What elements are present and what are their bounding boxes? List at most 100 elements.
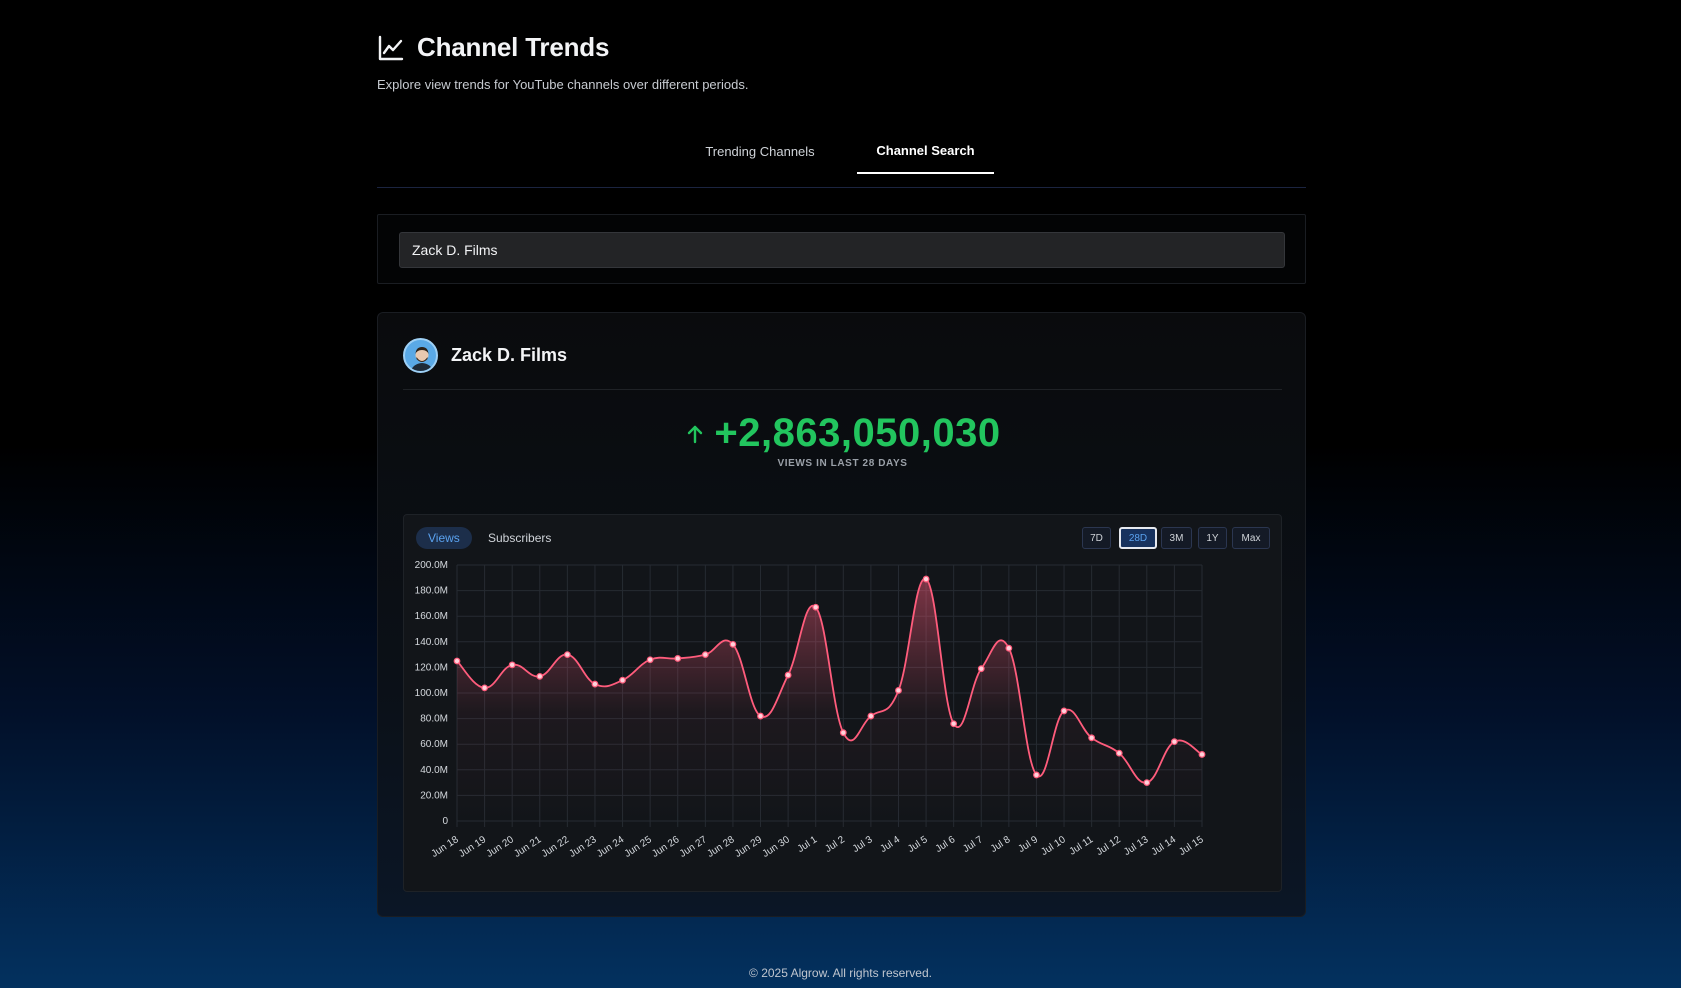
search-panel: [377, 214, 1306, 284]
y-tick-label: 200.0M: [415, 560, 448, 571]
data-point[interactable]: [646, 656, 654, 664]
channel-search-input[interactable]: [399, 232, 1285, 268]
data-point[interactable]: [1171, 738, 1178, 746]
x-tick-label: Jul 12: [1094, 834, 1123, 858]
data-point[interactable]: [757, 712, 764, 720]
chart-point-layer: [453, 575, 1206, 787]
x-tick-label: Jul 6: [934, 834, 958, 855]
y-tick-label: 60.0M: [420, 739, 448, 750]
y-axis-ticks: 0 20.0M 40.0M 60.0M 80.0M 100.0M 120.0M 140.0M 1…: [415, 560, 449, 827]
data-point[interactable]: [839, 729, 847, 737]
data-point[interactable]: [674, 655, 682, 662]
x-tick-label: Jun 27: [678, 834, 710, 860]
page-subtitle: Explore view trends for YouTube channels…: [377, 77, 749, 92]
x-tick-label: Jul 5: [906, 834, 930, 855]
data-point[interactable]: [1033, 771, 1040, 779]
period-max[interactable]: Max: [1232, 527, 1270, 549]
stat-row: +2,863,050,030: [684, 411, 1000, 456]
y-tick-label: 120.0M: [415, 662, 448, 673]
arrow-up-icon: [688, 425, 703, 443]
x-tick-label: Jun 21: [512, 834, 544, 860]
x-tick-label: Jul 1: [796, 834, 820, 855]
data-point[interactable]: [591, 680, 599, 688]
y-tick-label: 0: [442, 816, 448, 827]
x-tick-label: Jun 26: [650, 834, 682, 860]
data-point[interactable]: [1115, 749, 1123, 757]
data-point[interactable]: [1198, 751, 1206, 758]
channel-name: Zack D. Films: [451, 345, 568, 365]
tab-trending-channels[interactable]: Trending Channels: [705, 143, 815, 159]
x-tick-label: Jul 10: [1039, 834, 1068, 858]
y-tick-label: 140.0M: [415, 637, 448, 648]
data-point[interactable]: [1088, 734, 1096, 742]
y-tick-label: 80.0M: [420, 714, 448, 725]
data-point[interactable]: [701, 651, 709, 659]
avatar-icon: [403, 338, 438, 373]
data-point[interactable]: [1143, 779, 1151, 787]
data-point[interactable]: [784, 671, 792, 679]
x-tick-label: Jul 15: [1177, 834, 1206, 858]
stat-value: +2,863,050,030: [714, 411, 1001, 455]
x-tick-label: Jun 25: [623, 834, 655, 860]
y-tick-label: 40.0M: [420, 765, 448, 776]
data-point[interactable]: [867, 712, 875, 720]
data-point[interactable]: [950, 720, 958, 728]
x-tick-label: Jun 24: [595, 834, 627, 860]
period-7d[interactable]: 7D: [1082, 527, 1111, 549]
x-tick-label: Jun 20: [485, 834, 517, 860]
data-point[interactable]: [481, 684, 488, 692]
channel-card: Zack D. Films +2,863,050,030 VIEWS IN LA…: [377, 312, 1306, 917]
x-tick-label: Jul 4: [878, 834, 902, 855]
footer-copyright: © 2025 Algrow. All rights reserved.: [749, 966, 932, 980]
data-point[interactable]: [1060, 707, 1068, 715]
y-tick-label: 100.0M: [415, 688, 448, 699]
metric-tab-subscribers[interactable]: Subscribers: [488, 531, 552, 545]
chart-panel: Views Subscribers 7D 28D 3M 1Y Max: [403, 514, 1282, 892]
data-point[interactable]: [812, 603, 820, 611]
x-tick-label: Jul 7: [961, 834, 985, 855]
y-tick-label: 180.0M: [415, 586, 448, 597]
stat-label: VIEWS IN LAST 28 DAYS: [777, 458, 908, 469]
x-tick-label: Jun 28: [705, 834, 737, 860]
data-point[interactable]: [453, 657, 461, 665]
x-tick-label: Jun 29: [733, 834, 765, 860]
views-stat: +2,863,050,030 VIEWS IN LAST 28 DAYS: [378, 411, 1307, 469]
data-point[interactable]: [729, 640, 737, 648]
data-point[interactable]: [563, 651, 571, 659]
x-tick-label: Jun 18: [429, 834, 461, 860]
x-tick-label: Jul 2: [823, 834, 847, 855]
x-tick-label: Jun 19: [457, 834, 489, 860]
title-row: Channel Trends: [377, 32, 1306, 63]
x-tick-label: Jul 9: [1016, 834, 1040, 855]
y-tick-label: 160.0M: [415, 611, 448, 622]
data-point[interactable]: [536, 672, 544, 680]
views-area: [457, 578, 1202, 821]
metric-tab-views[interactable]: Views: [416, 527, 472, 549]
chart-area-layer: [457, 578, 1202, 821]
channel-header: Zack D. Films: [403, 338, 567, 373]
data-point[interactable]: [508, 661, 516, 669]
x-tick-label: Jun 23: [567, 834, 599, 860]
period-28d[interactable]: 28D: [1119, 527, 1157, 549]
x-tick-label: Jul 11: [1068, 834, 1096, 858]
card-divider: [403, 389, 1282, 390]
data-point[interactable]: [1005, 644, 1013, 652]
views-chart: 0 20.0M 40.0M 60.0M 80.0M 100.0M 120.0M 140.0M 1…: [415, 560, 1206, 860]
line-chart-icon: [378, 35, 404, 60]
data-point[interactable]: [977, 665, 985, 673]
x-tick-label: Jul 8: [989, 834, 1013, 855]
page-header: Channel Trends Explore view trends for Y…: [377, 32, 1306, 92]
period-3m[interactable]: 3M: [1161, 527, 1192, 549]
data-point[interactable]: [619, 676, 626, 684]
period-1y[interactable]: 1Y: [1198, 527, 1227, 549]
page-title: Channel Trends: [417, 32, 610, 62]
x-tick-label: Jun 30: [761, 834, 793, 860]
data-point[interactable]: [922, 575, 930, 583]
x-tick-label: Jun 22: [540, 834, 572, 860]
tab-channel-search[interactable]: Channel Search: [857, 128, 994, 174]
x-tick-label: Jul 3: [851, 834, 875, 855]
tab-bar: Trending Channels Channel Search: [377, 128, 1306, 188]
y-tick-label: 20.0M: [420, 790, 448, 801]
data-point[interactable]: [895, 687, 902, 694]
x-tick-label: Jul 13: [1122, 834, 1151, 858]
